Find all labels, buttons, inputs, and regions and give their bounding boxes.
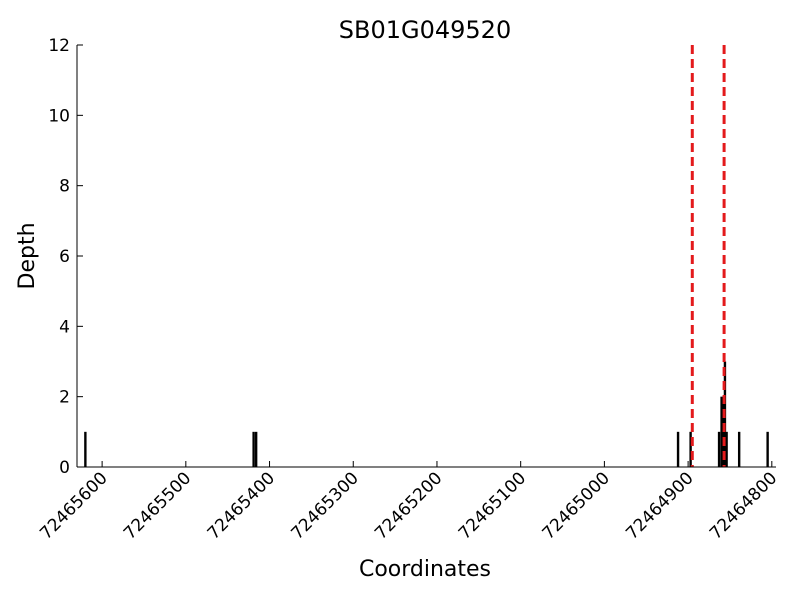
depth-bar xyxy=(725,431,728,467)
x-tick-label: 72464900 xyxy=(622,468,697,543)
depth-bar xyxy=(676,431,680,467)
x-tick-label: 72465500 xyxy=(120,468,195,543)
y-tick-label: 10 xyxy=(48,106,70,126)
x-axis-label: Coordinates xyxy=(359,557,491,582)
depth-bar xyxy=(737,431,741,467)
depth-bar xyxy=(720,396,723,467)
x-tick-label: 72465100 xyxy=(455,468,530,543)
depth-bar xyxy=(766,431,769,467)
depth-bar xyxy=(689,431,692,467)
depth-bar xyxy=(254,431,258,467)
depth-bar xyxy=(84,431,87,467)
y-tick-label: 4 xyxy=(59,317,70,337)
chart-title: SB01G049520 xyxy=(339,16,511,44)
y-tick-label: 0 xyxy=(59,458,70,478)
depth-bar xyxy=(717,431,721,467)
y-axis-label: Depth xyxy=(15,222,40,289)
x-tick-label: 72465300 xyxy=(287,468,362,543)
y-tick-label: 2 xyxy=(59,388,70,408)
x-tick-label: 72465200 xyxy=(371,468,446,543)
y-tick-label: 12 xyxy=(48,36,70,56)
plot-area: 0 2 4 6 8 10 12 72465600 72465500 72465400 7246530… xyxy=(36,36,781,544)
depth-bar xyxy=(252,431,255,467)
x-tick-label: 72465400 xyxy=(204,468,279,543)
y-tick-label: 8 xyxy=(59,177,70,197)
y-tick-label: 6 xyxy=(59,247,70,267)
x-tick-label: 72465000 xyxy=(539,468,614,543)
x-tick-label: 72465600 xyxy=(36,468,111,543)
x-tick-label: 72464800 xyxy=(706,468,781,543)
